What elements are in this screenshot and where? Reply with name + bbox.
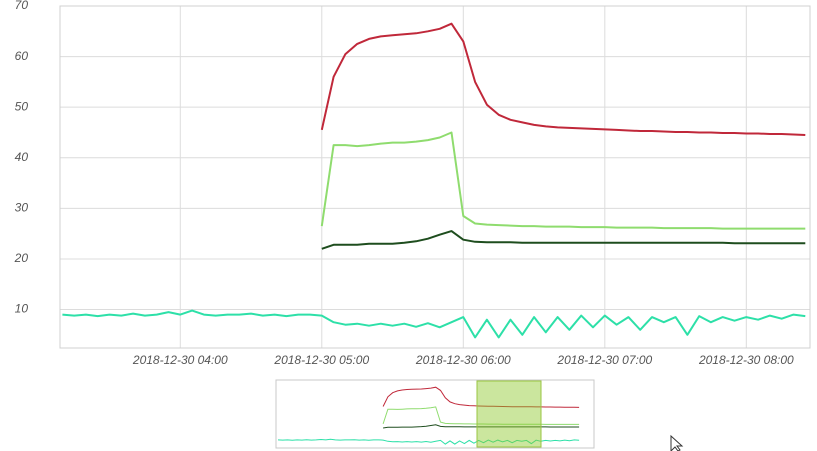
navigator-frame	[275, 379, 595, 449]
navigator-line	[382, 406, 580, 425]
y-tick-label: 70	[15, 0, 29, 12]
y-tick-label: 10	[15, 302, 29, 316]
navigator-line	[277, 438, 580, 445]
x-tick-label: 2018-12-30 07:00	[556, 353, 652, 367]
x-tick-label: 2018-12-30 06:00	[415, 353, 511, 367]
series-line	[321, 230, 806, 250]
navigator-selection	[476, 380, 542, 448]
cursor	[670, 434, 684, 451]
y-tick-label: 30	[15, 201, 29, 215]
y-tick-label: 40	[15, 150, 29, 164]
plot-frame	[59, 5, 811, 349]
y-tick-label: 60	[15, 49, 29, 63]
navigator-line	[383, 424, 580, 429]
y-tick-label: 50	[15, 99, 29, 113]
x-tick-label: 2018-12-30 04:00	[132, 353, 228, 367]
x-tick-label: 2018-12-30 08:00	[698, 353, 794, 367]
series-line	[62, 309, 806, 339]
navigator-line	[382, 386, 580, 408]
y-tick-label: 20	[14, 251, 29, 265]
series-line	[320, 22, 806, 136]
navigator	[275, 379, 595, 449]
series-line	[320, 131, 806, 230]
x-tick-label: 2018-12-30 05:00	[273, 353, 369, 367]
